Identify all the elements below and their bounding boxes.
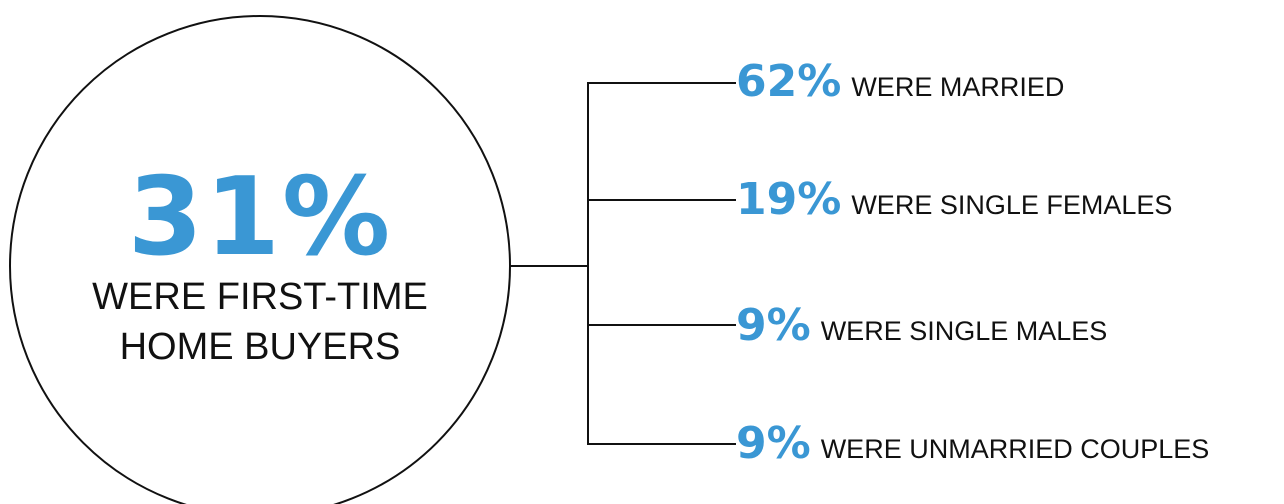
- stat-percent: 9%: [736, 418, 811, 469]
- stat-label: WERE SINGLE MALES: [820, 316, 1108, 346]
- stat-single-males: 9% WERE SINGLE MALES: [736, 296, 1107, 356]
- stat-percent: 9%: [736, 300, 811, 351]
- stat-single-females: 19% WERE SINGLE FEMALES: [736, 170, 1172, 230]
- stat-percent: 19%: [736, 174, 842, 225]
- stat-label: WERE MARRIED: [851, 72, 1065, 102]
- main-caption-line-1: WERE FIRST-TIME: [92, 276, 428, 318]
- main-stat: 31% WERE FIRST-TIME HOME BUYERS: [10, 30, 510, 504]
- stat-married: 62% WERE MARRIED: [736, 52, 1064, 112]
- stat-percent: 62%: [736, 56, 842, 107]
- stat-unmarried-couples: 9% WERE UNMARRIED COUPLES: [736, 414, 1209, 474]
- main-caption-line-2: HOME BUYERS: [119, 326, 401, 368]
- main-caption: WERE FIRST-TIME HOME BUYERS: [10, 272, 510, 372]
- main-percent: 31%: [127, 155, 393, 280]
- stat-label: WERE UNMARRIED COUPLES: [820, 434, 1210, 464]
- stat-label: WERE SINGLE FEMALES: [851, 190, 1173, 220]
